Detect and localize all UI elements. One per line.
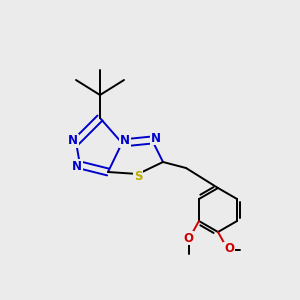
Text: O: O [224, 242, 234, 256]
Text: N: N [151, 131, 161, 145]
Text: N: N [68, 134, 78, 148]
Text: S: S [134, 170, 142, 184]
Text: O: O [183, 232, 193, 244]
Text: N: N [120, 134, 130, 148]
Text: N: N [72, 160, 82, 172]
